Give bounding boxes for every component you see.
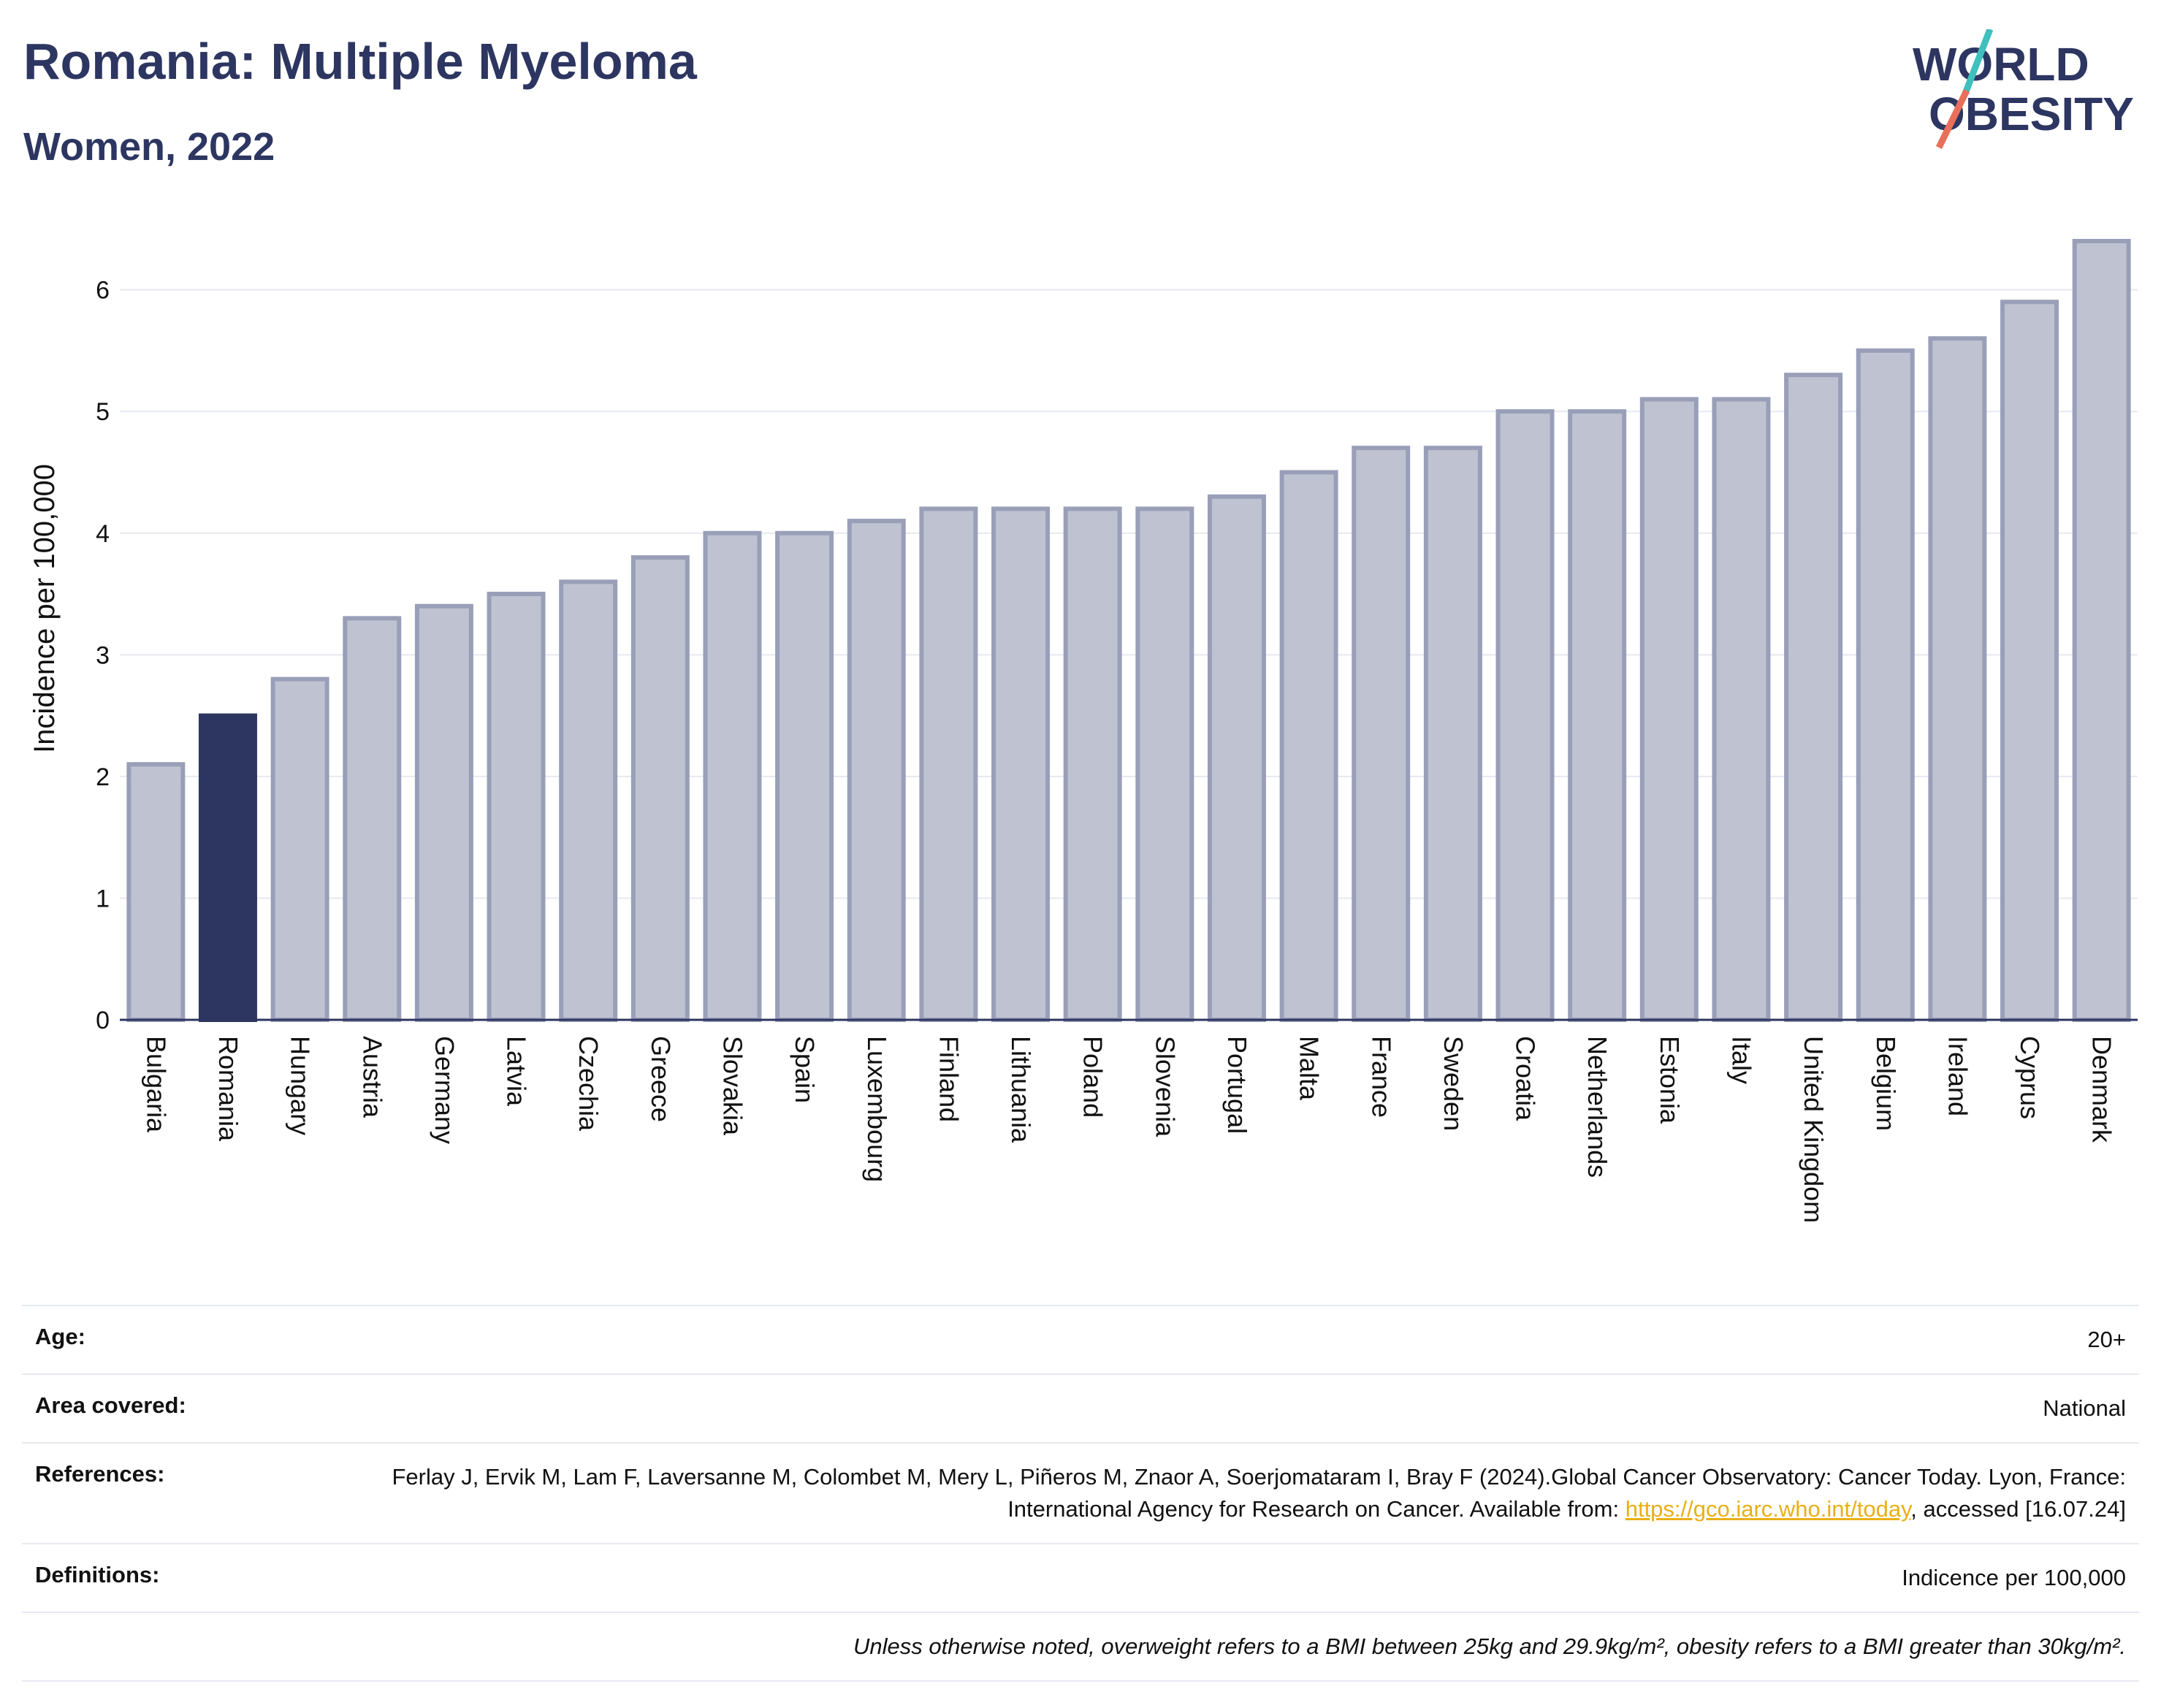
bar [1568, 409, 1627, 1022]
logo-slash-teal [1962, 29, 1994, 95]
x-tick-label: Portugal [1222, 1036, 1252, 1134]
bar [703, 530, 762, 1022]
logo-slash-coral [1935, 89, 1970, 149]
x-tick-label: France [1366, 1036, 1396, 1118]
info-row-references: References: Ferlay J, Ervik M, Lam F, La… [22, 1442, 2139, 1543]
x-tick-label: Austria [357, 1036, 387, 1118]
x-tick-label: Denmark [2087, 1036, 2117, 1143]
x-tick-label: Italy [1726, 1036, 1756, 1084]
x-tick-label: Slovakia [717, 1036, 747, 1136]
bar [1639, 397, 1699, 1022]
x-tick-label: Croatia [1511, 1036, 1541, 1121]
y-tick-label: 5 [96, 398, 110, 426]
x-tick-label: United Kingdom [1799, 1036, 1829, 1223]
area-value: National [2043, 1395, 2126, 1421]
bar [847, 519, 906, 1022]
bar [775, 530, 834, 1022]
y-tick-label: 6 [96, 277, 110, 305]
bar [1928, 336, 1987, 1022]
bar [919, 506, 978, 1022]
references-text: Ferlay J, Ervik M, Lam F, Laversanne M, … [392, 1464, 2126, 1522]
x-tick-label: Ireland [1943, 1036, 1973, 1116]
definitions-label: Definitions: [35, 1562, 160, 1587]
bar [630, 555, 690, 1022]
bar [1784, 373, 1843, 1022]
logo-line1: WORLD [1913, 38, 2089, 91]
y-tick-label: 4 [96, 520, 110, 548]
age-value: 20+ [2087, 1327, 2126, 1352]
page-subtitle: Women, 2022 [23, 125, 275, 169]
references-link[interactable]: https://gco.iarc.who.int/today [1625, 1496, 1911, 1522]
x-tick-label: Germany [430, 1036, 460, 1144]
x-tick-label: Sweden [1438, 1036, 1468, 1131]
x-tick-label: Luxembourg [862, 1036, 892, 1182]
bmi-note: Unless otherwise noted, overweight refer… [853, 1633, 2126, 1659]
bar [487, 592, 546, 1022]
y-tick-label: 0 [96, 1007, 110, 1034]
x-tick-label: Finland [934, 1036, 964, 1122]
bar [270, 676, 329, 1022]
y-axis-label: Incidence per 100,000 [28, 464, 61, 753]
x-tick-label: Bulgaria [141, 1036, 171, 1133]
y-tick-label: 1 [96, 885, 110, 912]
info-row-age: Age: 20+ [22, 1305, 2139, 1373]
bar [1712, 397, 1771, 1022]
bar [414, 603, 473, 1022]
x-tick-label: Netherlands [1582, 1036, 1612, 1178]
bar [1063, 506, 1122, 1022]
x-tick-label: Hungary [286, 1036, 316, 1135]
bar [1279, 470, 1338, 1022]
bar [343, 616, 402, 1022]
x-tick-label: Greece [646, 1036, 676, 1122]
info-row-area: Area covered: National [22, 1373, 2139, 1442]
bar [2000, 300, 2059, 1022]
y-tick-label: 2 [96, 763, 110, 791]
x-tick-label: Belgium [1871, 1036, 1901, 1131]
world-obesity-logo: WORLD OBESITY [1913, 29, 2134, 149]
bar [1135, 506, 1194, 1022]
bar [1352, 446, 1411, 1022]
page-title: Romania: Multiple Myeloma [23, 33, 697, 90]
bar [126, 762, 186, 1022]
info-row-note: Unless otherwise noted, overweight refer… [22, 1612, 2139, 1682]
bar-chart: 0 1 2 3 4 5 6 Bulgaria Romania Hungary Austria Germ… [28, 239, 2138, 1223]
bar [1207, 494, 1266, 1022]
x-tick-label: Romania [213, 1036, 243, 1142]
bar [1495, 409, 1555, 1022]
info-row-definitions: Definitions: Indicence per 100,000 [22, 1543, 2139, 1612]
bar [559, 579, 618, 1022]
age-label: Age: [35, 1324, 85, 1349]
x-tick-label: Latvia [502, 1036, 532, 1107]
area-label: Area covered: [35, 1392, 186, 1418]
references-label: References: [35, 1461, 165, 1487]
bar [1856, 348, 1915, 1022]
references-value: Ferlay J, Ervik M, Lam F, Laversanne M, … [387, 1461, 2126, 1525]
bar [2072, 239, 2131, 1022]
x-tick-label: Cyprus [2015, 1036, 2045, 1119]
bar [1423, 446, 1482, 1022]
x-tick-label: Spain [790, 1036, 820, 1103]
y-tick-label: 3 [96, 641, 110, 669]
x-tick-label: Lithuania [1006, 1036, 1036, 1143]
info-table: Age: 20+ Area covered: National Referenc… [22, 1305, 2139, 1682]
bar-highlight [198, 713, 257, 1022]
definitions-value: Indicence per 100,000 [1902, 1565, 2126, 1590]
x-tick-label: Estonia [1655, 1036, 1685, 1124]
x-tick-label: Malta [1295, 1036, 1325, 1101]
x-tick-label: Poland [1078, 1036, 1108, 1118]
x-tick-label: Czechia [573, 1036, 603, 1132]
references-tail: , accessed [16.07.24] [1910, 1496, 2126, 1522]
x-tick-label: Slovenia [1150, 1036, 1180, 1137]
bar [991, 506, 1051, 1022]
